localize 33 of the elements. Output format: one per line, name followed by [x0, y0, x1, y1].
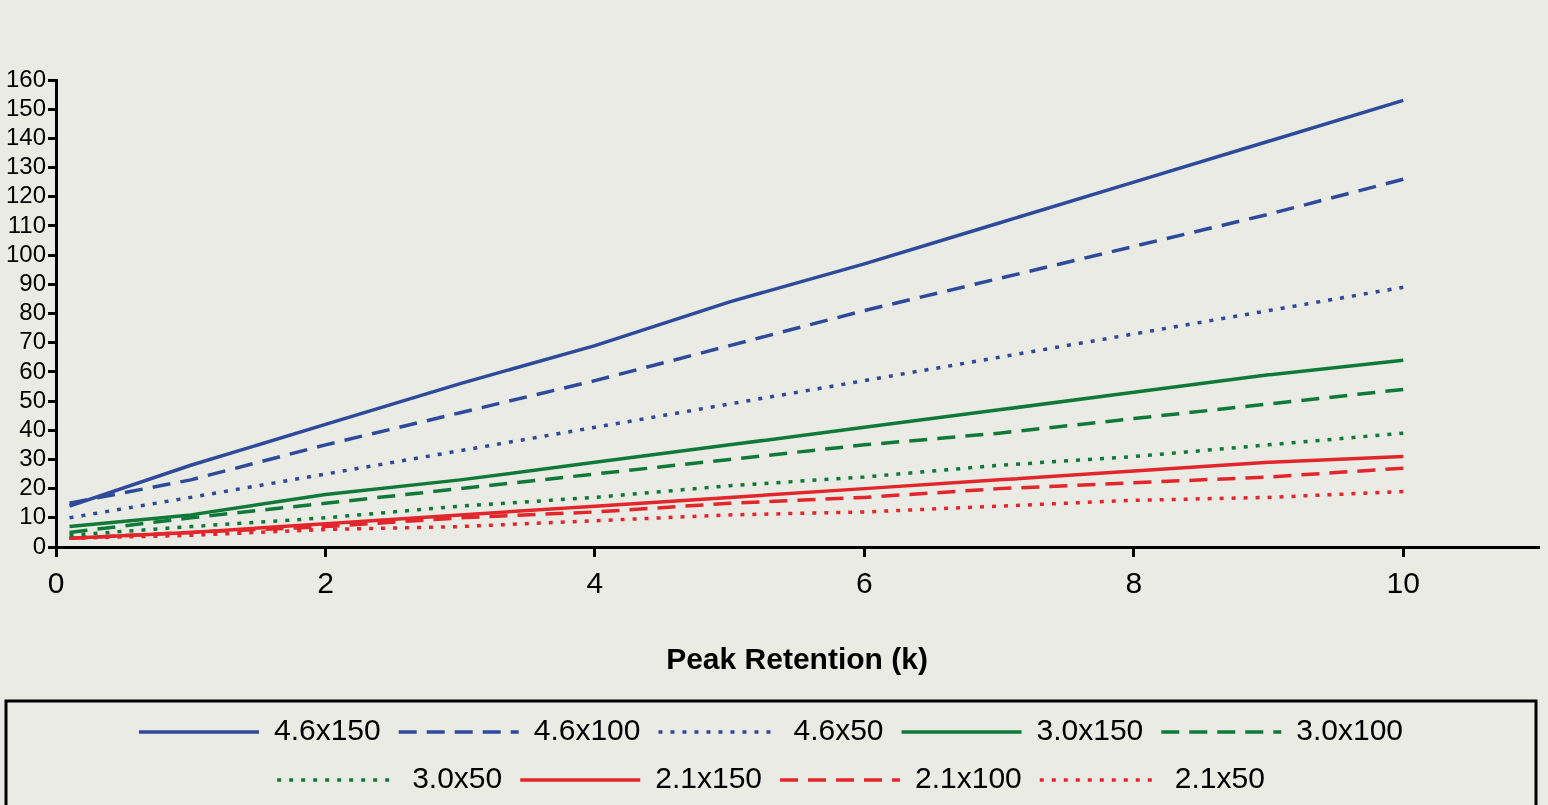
x-tick-label: 4 [586, 566, 604, 600]
y-tick-label: 130 [6, 152, 47, 180]
legend-label: 4.6x50 [793, 713, 884, 747]
legend-label: 2.1x100 [915, 761, 1022, 795]
legend-label: 3.0x100 [1296, 713, 1404, 747]
y-tick-label: 80 [19, 298, 47, 326]
legend-label: 4.6x100 [533, 713, 641, 747]
y-tick-label: 40 [19, 414, 47, 442]
y-tick-label: 150 [6, 93, 47, 121]
x-tick-label: 6 [856, 566, 873, 600]
legend-label: 2.1x50 [1174, 761, 1265, 795]
x-tick-label: 2 [317, 566, 334, 600]
y-tick-label: 100 [6, 239, 47, 267]
x-tick-label: 10 [1386, 566, 1420, 600]
y-tick-label: 10 [19, 502, 47, 530]
y-tick-label: 70 [19, 327, 47, 355]
y-tick-label: 50 [19, 385, 47, 413]
legend-label: 3.0x150 [1036, 713, 1144, 747]
y-tick-label: 110 [7, 210, 47, 238]
y-tick-label: 60 [19, 356, 47, 384]
y-tick-label: 120 [6, 181, 47, 209]
legend-label: 2.1x150 [655, 761, 763, 795]
y-tick-label: 0 [32, 531, 47, 559]
x-tick-label: 8 [1125, 566, 1143, 600]
legend-label: 3.0x50 [412, 761, 503, 795]
y-tick-label: 20 [19, 473, 47, 501]
y-tick-label: 140 [6, 123, 47, 150]
line-series [67, 285, 1406, 520]
y-tick-label: 30 [19, 444, 47, 472]
x-axis-title: Peak Retention (k) [666, 642, 928, 676]
y-tick-label: 90 [19, 268, 47, 296]
legend-label: 4.6x150 [273, 713, 381, 747]
y-tick-label: 160 [6, 64, 47, 92]
